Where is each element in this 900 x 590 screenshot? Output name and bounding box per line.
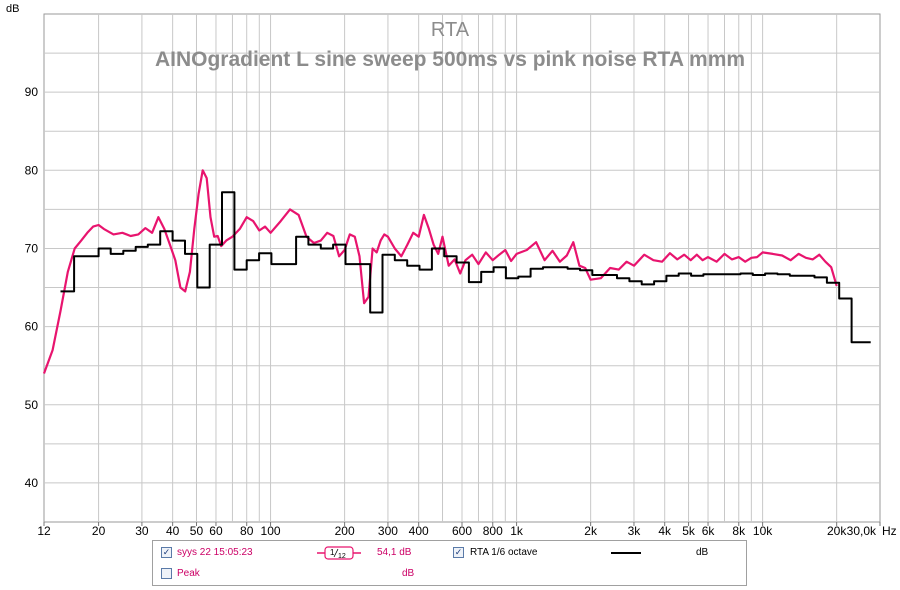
- x-tick-label: 3k: [628, 524, 642, 538]
- rta-series-line: [60, 191, 871, 344]
- measurement-visible-checkbox[interactable]: ✓: [161, 547, 172, 558]
- rta-line-swatch: [611, 552, 641, 554]
- measurement-value: 54,1 dB: [377, 547, 412, 558]
- grid-lines: [44, 14, 880, 522]
- x-tick-label: 5k: [682, 524, 696, 538]
- peak-visible-checkbox[interactable]: [161, 568, 172, 579]
- x-tick-label: 50: [190, 524, 204, 538]
- x-tick-label: 4k: [658, 524, 672, 538]
- x-tick-label: 20: [92, 524, 106, 538]
- x-tick-label: 100: [261, 524, 281, 538]
- rta-label: RTA 1/6 octave: [470, 547, 538, 558]
- x-tick-label: 300: [378, 524, 398, 538]
- y-tick-labels: 40 50 60 70 80 90: [25, 85, 39, 490]
- chart-title: RTA: [431, 19, 470, 41]
- smoothing-indicator[interactable]: 1 12: [317, 546, 361, 560]
- x-tick-label: 30: [135, 524, 149, 538]
- x-tick-label: 2k: [584, 524, 598, 538]
- legend-panel: ✓ syys 22 15:05:23 1 12 54,1 dB ✓ RTA 1/…: [152, 540, 747, 586]
- y-tick-label: 80: [25, 163, 39, 177]
- x-tick-label: 12: [37, 524, 51, 538]
- smoothing-denominator: 12: [338, 553, 346, 560]
- x-tick-label: 1k: [510, 524, 524, 538]
- x-tick-label: 30,0k: [847, 524, 877, 538]
- x-tick-label: 10k: [753, 524, 773, 538]
- measurement-series-line: [42, 169, 838, 374]
- rta-visible-checkbox[interactable]: ✓: [453, 547, 464, 558]
- x-tick-label: 40: [166, 524, 180, 538]
- peak-label: Peak: [177, 568, 200, 579]
- x-tick-label: 800: [483, 524, 503, 538]
- x-tick-label: 80: [240, 524, 254, 538]
- x-tick-label: 6k: [702, 524, 716, 538]
- y-tick-label: 90: [25, 85, 39, 99]
- x-tick-label: 200: [335, 524, 355, 538]
- x-tick-labels: 12 20 30 40 50 60 80 100 200 300 400 600 800 1k 2k 3k 4k…: [37, 522, 881, 538]
- x-axis-unit: Hz: [882, 524, 897, 538]
- y-tick-label: 70: [25, 241, 39, 255]
- x-tick-label: 8k: [732, 524, 746, 538]
- y-tick-label: 40: [25, 476, 39, 490]
- y-tick-label: 50: [25, 398, 39, 412]
- x-tick-label: 20k: [827, 524, 847, 538]
- x-tick-label: 400: [409, 524, 429, 538]
- x-tick-label: 600: [452, 524, 472, 538]
- measurement-label: syys 22 15:05:23: [177, 547, 253, 558]
- series-layer: [42, 169, 871, 374]
- rta-unit: dB: [696, 547, 709, 558]
- smoothing-numerator: 1: [330, 548, 335, 557]
- chart-subtitle: AINOgradient L sine sweep 500ms vs pink …: [155, 48, 745, 71]
- y-tick-label: 60: [25, 320, 39, 334]
- peak-unit: dB: [402, 568, 415, 579]
- legend-row-peak: Peak dB: [153, 564, 746, 584]
- x-tick-label: 60: [209, 524, 223, 538]
- rta-chart: 40 50 60 70 80 90 12 20 30 40 50 60 80 100 200 300 400 6…: [6, 3, 897, 538]
- y-axis-unit: dB: [6, 3, 19, 15]
- legend-row-measurement: ✓ syys 22 15:05:23 1 12 54,1 dB ✓ RTA 1/…: [153, 543, 746, 563]
